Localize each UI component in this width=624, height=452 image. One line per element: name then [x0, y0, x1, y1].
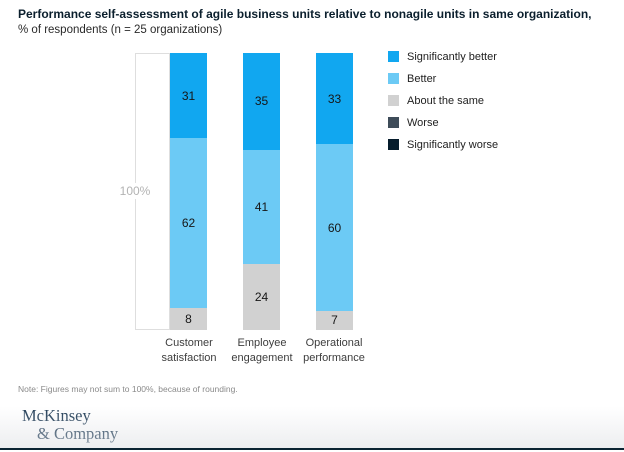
footer-rule [0, 448, 624, 450]
bar-value-label: 31 [181, 88, 196, 103]
bar-column: 33 60 7 [316, 53, 353, 330]
bar-segment-significantly_better: 31 [170, 53, 207, 139]
legend-label: About the same [407, 94, 485, 107]
legend-swatch-about_the_same [388, 95, 399, 106]
bar-column: 31 62 8 [170, 53, 207, 330]
bar-value-label: 60 [327, 220, 342, 235]
bar-segment-about_the_same: 24 [243, 263, 280, 330]
bar-segment-better: 62 [170, 138, 207, 309]
bar-segment-significantly_better: 33 [316, 53, 353, 145]
legend-swatch-better [388, 73, 399, 84]
bar-value-label: 24 [254, 289, 269, 304]
bar-value-label: 8 [185, 312, 192, 327]
brand-line-2: & Company [37, 423, 119, 443]
y-axis-100-label: 100% [117, 183, 153, 199]
x-axis-label: Customer satisfaction [161, 337, 217, 364]
bar-segment-about_the_same: 8 [170, 308, 207, 330]
brand-line-1: McKinsey [22, 406, 91, 425]
footnote: Note: Figures may not sum to 100%, becau… [18, 384, 238, 394]
bar-value-label: 35 [254, 94, 269, 109]
bar-segment-better: 41 [243, 149, 280, 264]
chart-title: Performance self-assessment of agile bus… [18, 7, 592, 21]
x-axis-labels: Customer satisfaction Employee engagement… [0, 336, 624, 368]
legend-swatch-significantly_better [388, 51, 399, 62]
bar-column: 35 41 24 [243, 53, 280, 330]
x-axis-label: Employee engagement [231, 337, 293, 364]
bar-value-label: 7 [331, 313, 338, 328]
bars: 31 62 8 35 41 24 33 60 7 [170, 53, 353, 330]
legend-label: Significantly better [407, 50, 497, 63]
legend-item: Worse [388, 116, 498, 129]
x-axis-label: Operational performance [303, 337, 365, 364]
chart-subtitle: % of respondents (n = 25 organizations) [18, 24, 223, 36]
legend-item: Better [388, 72, 498, 85]
legend-item: Significantly better [388, 50, 498, 63]
bar-segment-about_the_same: 7 [316, 310, 353, 330]
legend-item: Significantly worse [388, 138, 499, 151]
bar-value-label: 41 [254, 199, 269, 214]
bar-value-label: 62 [181, 216, 196, 231]
legend: Significantly better Better About the same… [388, 51, 498, 161]
legend-label: Worse [407, 116, 439, 129]
legend-swatch-worse [388, 117, 399, 128]
bar-segment-significantly_better: 35 [243, 53, 280, 150]
legend-item: About the same [388, 94, 498, 107]
bar-value-label: 33 [327, 91, 342, 106]
bar-segment-better: 60 [316, 144, 353, 311]
legend-label: Significantly worse [407, 138, 499, 151]
mckinsey-logo: McKinsey & Company [22, 407, 118, 442]
legend-swatch-significantly_worse [388, 139, 399, 150]
legend-label: Better [407, 72, 437, 85]
